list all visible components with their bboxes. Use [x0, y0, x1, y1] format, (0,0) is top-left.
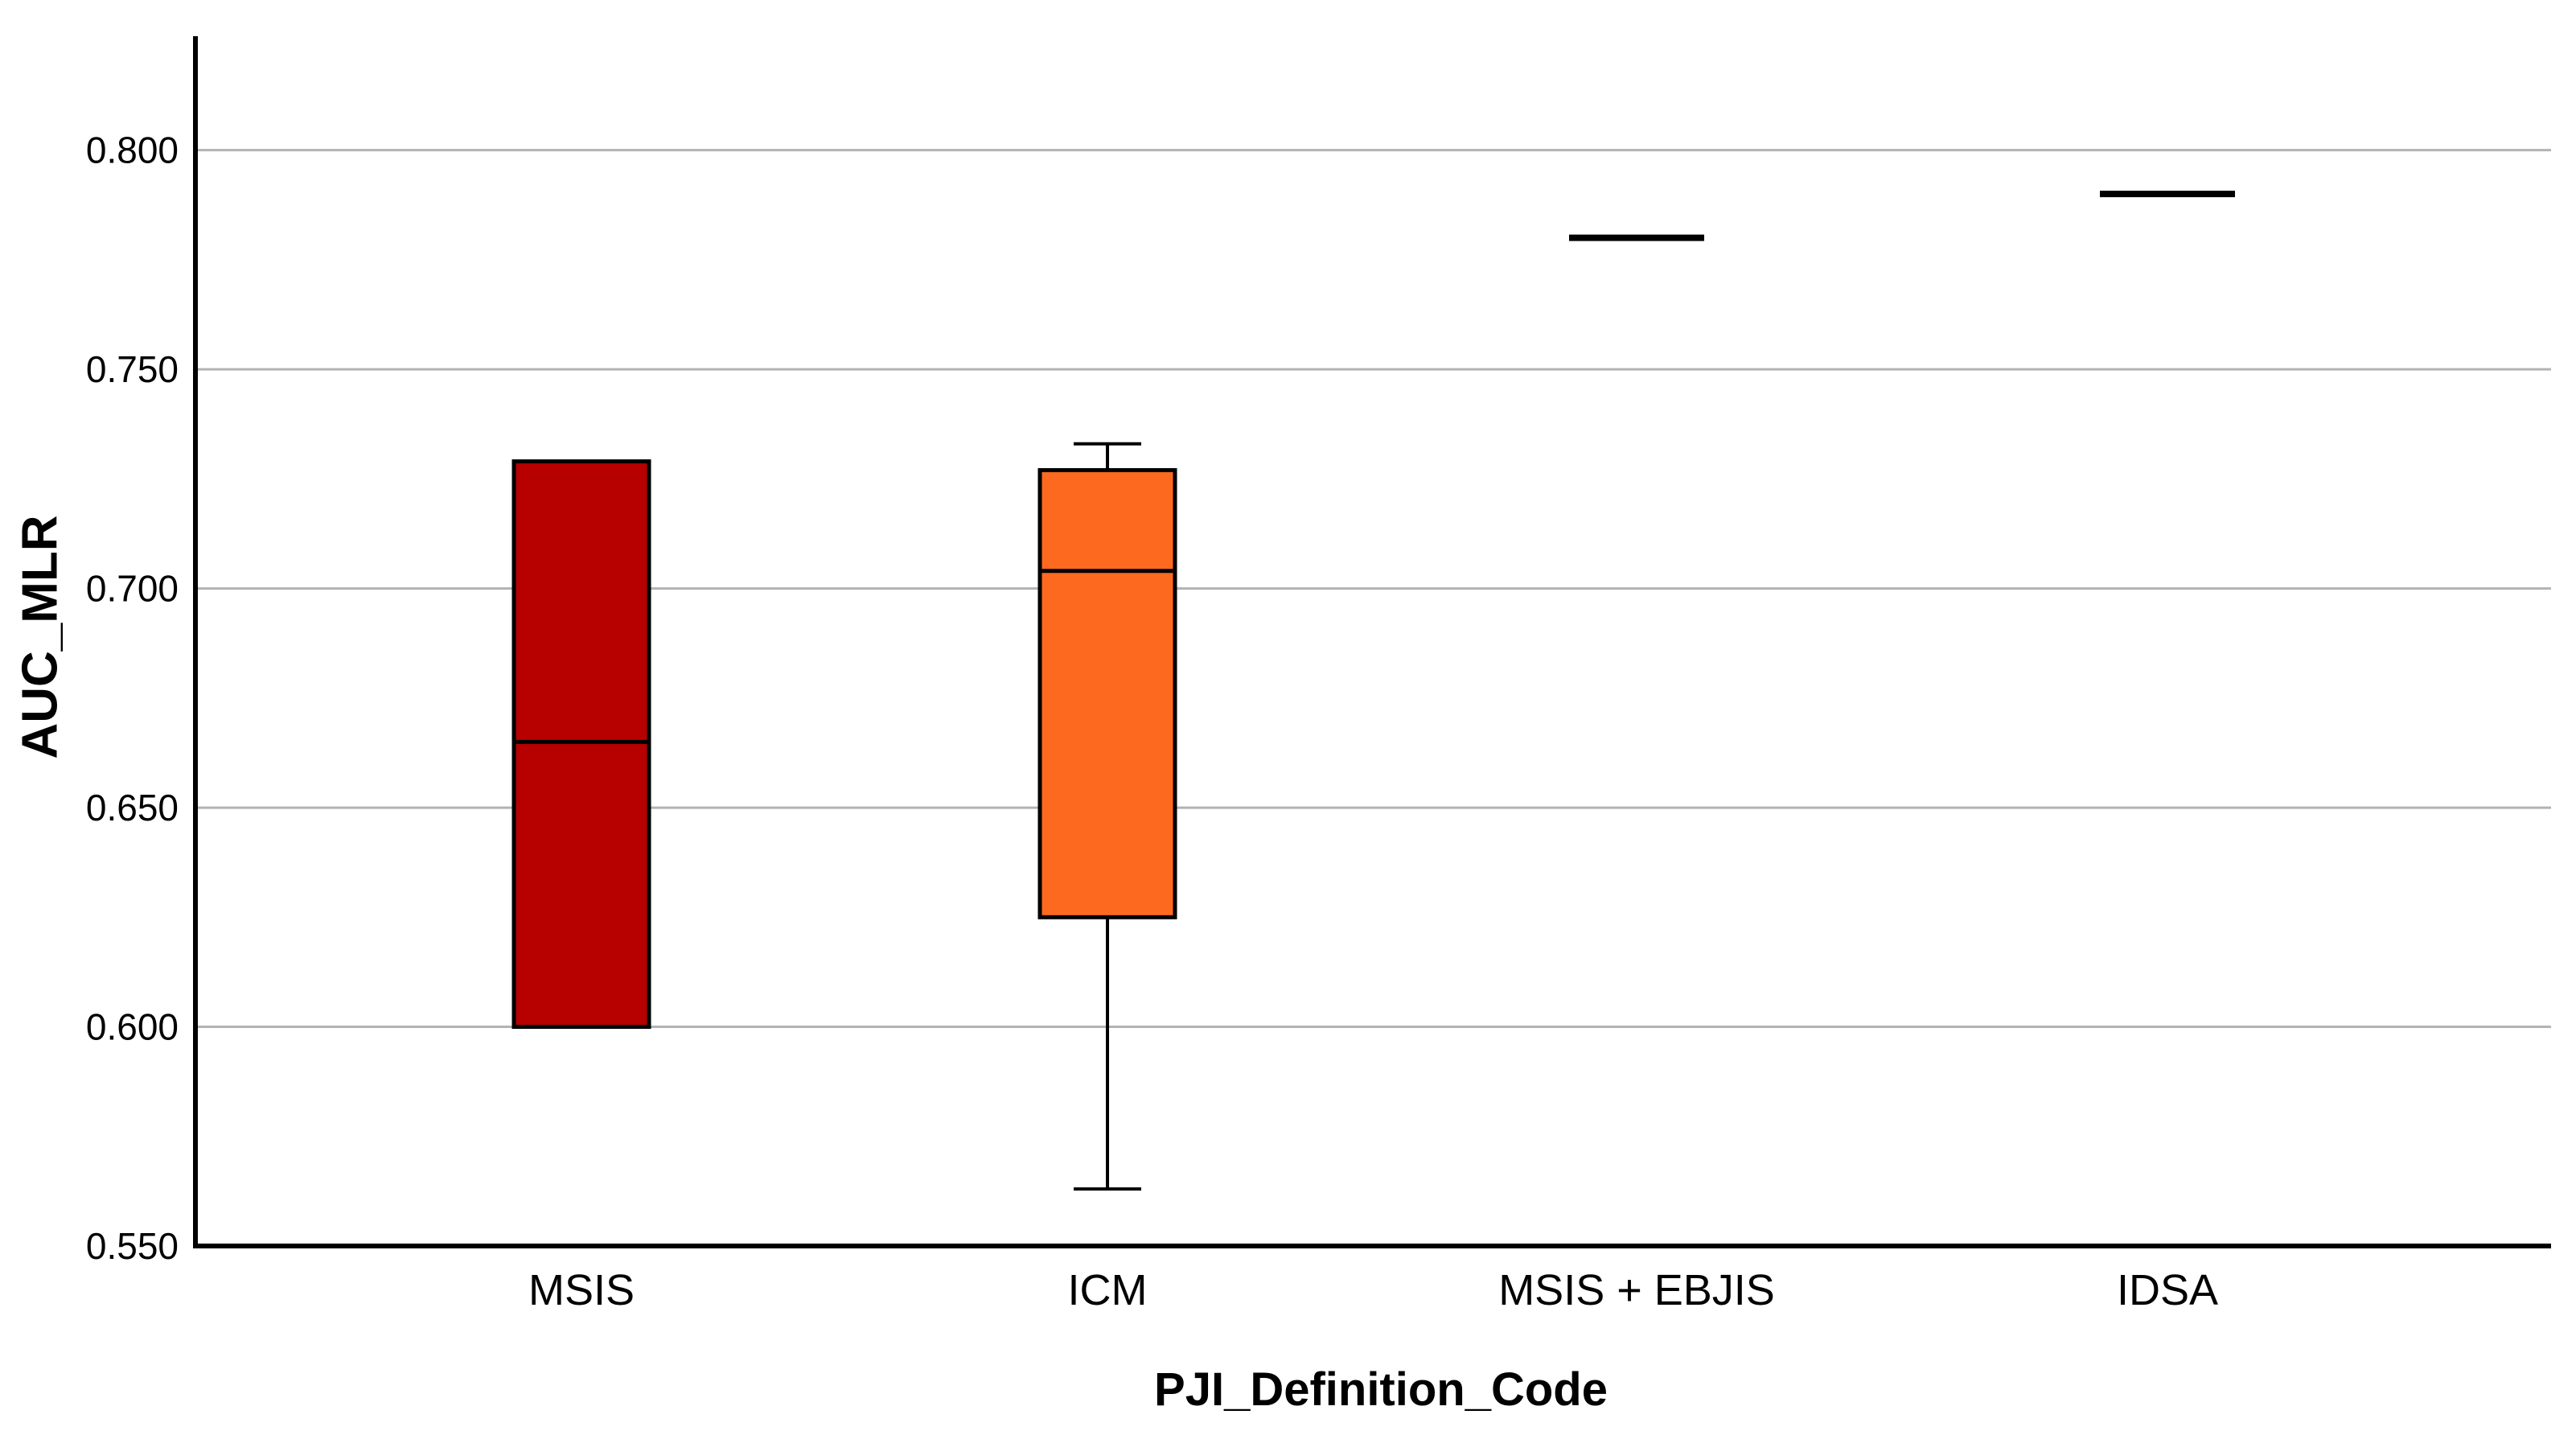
y-tick-label-0.600: 0.600: [86, 1006, 179, 1048]
y-axis-title: AUC_MLR: [12, 515, 68, 759]
x-category-label-idsa: IDSA: [2117, 1266, 2218, 1314]
x-category-label-icm: ICM: [1068, 1266, 1148, 1314]
y-tick-label-0.700: 0.700: [86, 568, 179, 610]
y-tick-label-0.800: 0.800: [86, 130, 179, 171]
y-tick-label-0.650: 0.650: [86, 787, 179, 829]
x-category-label-msis-ebjis: MSIS + EBJIS: [1498, 1266, 1775, 1314]
boxplot-box-msis: [512, 459, 651, 1030]
boxplot-box-icm: [1037, 467, 1177, 919]
x-axis-title: PJI_Definition_Code: [1154, 1363, 1608, 1416]
x-category-label-msis: MSIS: [528, 1266, 635, 1314]
y-tick-label-0.750: 0.750: [86, 348, 179, 390]
y-tick-label-0.550: 0.550: [86, 1225, 179, 1267]
